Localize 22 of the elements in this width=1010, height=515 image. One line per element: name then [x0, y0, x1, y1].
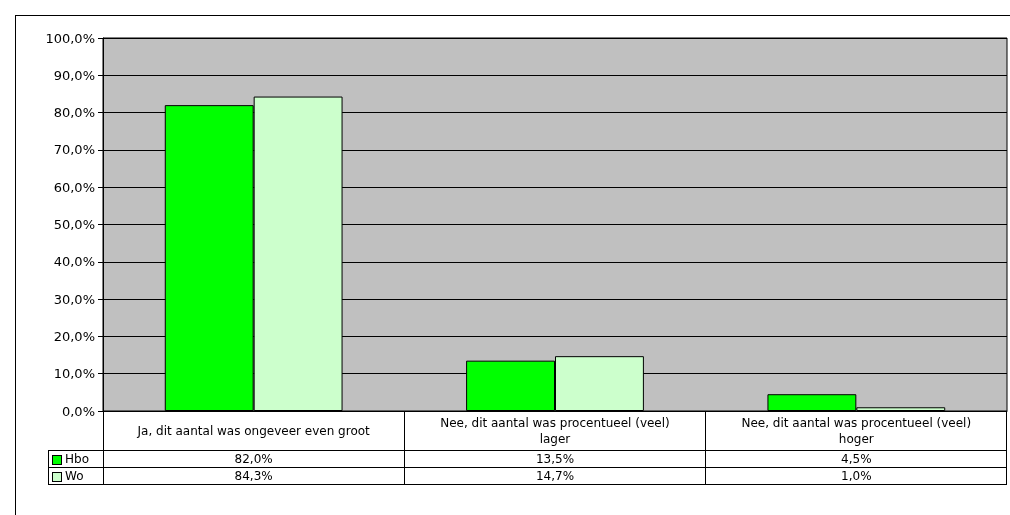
- y-tick-label: 0,0%: [61, 403, 95, 419]
- y-tick-label: 70,0%: [53, 142, 95, 158]
- legend-label: Wo: [48, 467, 103, 485]
- data-label: 14,7%: [404, 467, 706, 485]
- y-tick-label: 60,0%: [53, 179, 95, 195]
- x-tick-label: Nee, dit aantal was procentueel (veel) hoger: [740, 415, 973, 447]
- data-label: 4,5%: [705, 450, 1007, 468]
- data-label: 1,0%: [705, 467, 1007, 485]
- y-tick-label: 20,0%: [53, 328, 95, 344]
- y-tick-label: 30,0%: [53, 291, 95, 307]
- legend-label: Hbo: [48, 450, 103, 468]
- x-tick-label: Nee, dit aantal was procentueel (veel) lager: [439, 415, 671, 447]
- y-tick-label: 90,0%: [53, 67, 95, 83]
- y-tick-label: 40,0%: [53, 254, 95, 270]
- data-label: 13,5%: [404, 450, 706, 468]
- y-tick-label: 80,0%: [53, 105, 95, 121]
- x-tick-label: Ja, dit aantal was ongeveer even groot: [136, 423, 371, 439]
- data-label: 82,0%: [103, 450, 405, 468]
- data-label: 84,3%: [103, 467, 405, 485]
- y-tick-label: 100,0%: [45, 30, 95, 46]
- y-tick-label: 50,0%: [53, 217, 95, 232]
- y-tick-label: 10,0%: [53, 366, 95, 382]
